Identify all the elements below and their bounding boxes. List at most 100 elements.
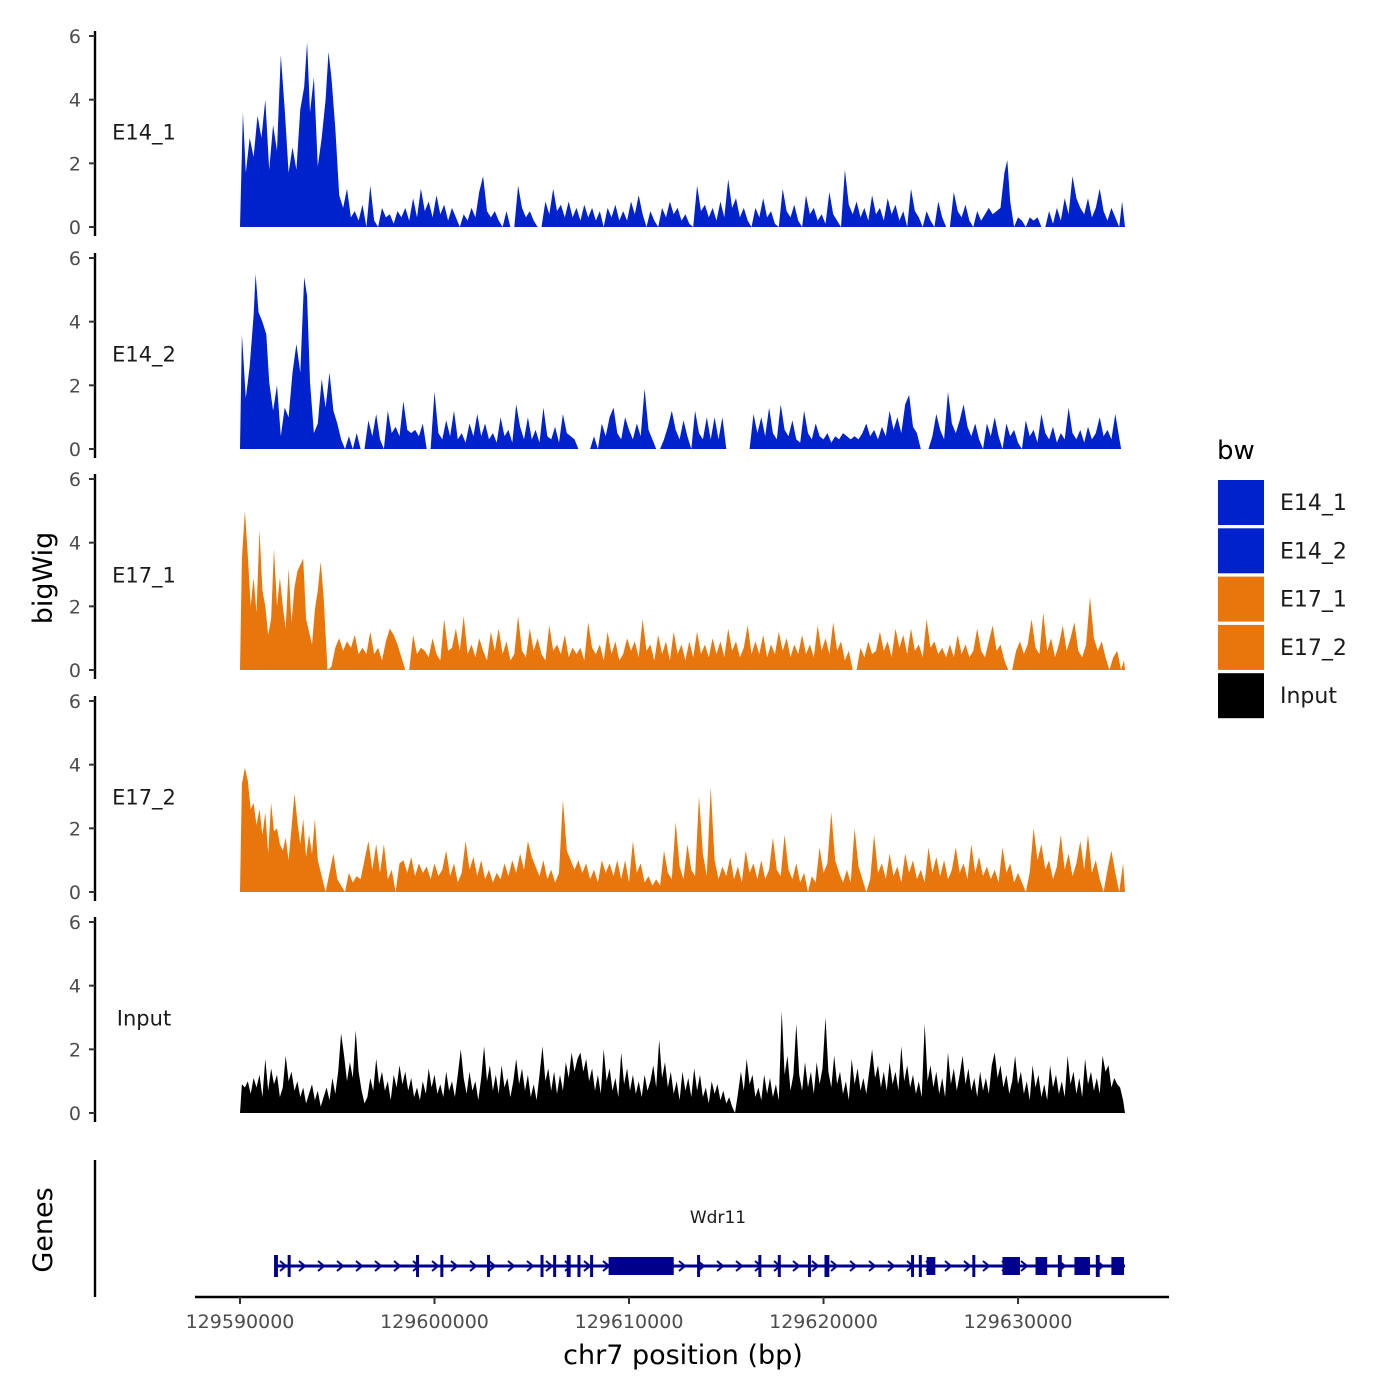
y-tick-label: 0 bbox=[69, 882, 81, 904]
strand-arrow bbox=[469, 1260, 478, 1272]
exon bbox=[274, 1255, 278, 1277]
exon bbox=[758, 1255, 762, 1277]
strand-arrow bbox=[792, 1260, 801, 1272]
exon bbox=[1095, 1255, 1100, 1277]
exon bbox=[553, 1255, 557, 1277]
strand-arrow bbox=[830, 1260, 839, 1272]
strand-arrow bbox=[298, 1260, 307, 1272]
strand-arrow bbox=[507, 1260, 516, 1272]
legend-label: Input bbox=[1280, 684, 1337, 709]
strand-arrow bbox=[526, 1260, 535, 1272]
x-axis-title: chr7 position (bp) bbox=[563, 1340, 803, 1371]
legend-label: E17_2 bbox=[1280, 636, 1347, 661]
y-tick-label: 6 bbox=[69, 912, 81, 934]
strand-arrow bbox=[336, 1260, 345, 1272]
exon bbox=[1074, 1257, 1090, 1275]
y-tick-label: 6 bbox=[69, 691, 81, 713]
y-tick-label: 2 bbox=[69, 153, 81, 175]
exon bbox=[972, 1255, 976, 1277]
exon bbox=[807, 1255, 811, 1277]
legend-label: E17_1 bbox=[1280, 588, 1347, 613]
area-E17_2 bbox=[240, 767, 1125, 892]
strand-arrow bbox=[545, 1260, 554, 1272]
exon bbox=[287, 1255, 291, 1277]
y-tick-label: 2 bbox=[69, 596, 81, 618]
exon bbox=[926, 1257, 936, 1275]
exon bbox=[1002, 1257, 1020, 1275]
legend: bw E14_1 E14_2 E17_1 E17_2 Input bbox=[1217, 436, 1347, 719]
y-tick-label: 6 bbox=[69, 469, 81, 491]
y-tick-label: 0 bbox=[69, 217, 81, 239]
y-tick-label: 2 bbox=[69, 1039, 81, 1061]
exon bbox=[487, 1255, 491, 1277]
legend-swatch bbox=[1218, 624, 1264, 670]
strand-arrow bbox=[716, 1260, 725, 1272]
strand-arrow bbox=[868, 1260, 877, 1272]
track-label: E17_1 bbox=[112, 564, 176, 589]
legend-swatch bbox=[1218, 576, 1264, 622]
y-tick-label: 0 bbox=[69, 1103, 81, 1125]
area-E14_2 bbox=[240, 273, 1122, 449]
exon bbox=[824, 1255, 830, 1277]
strand-arrow bbox=[982, 1260, 991, 1272]
exon bbox=[590, 1255, 594, 1277]
strand-arrow bbox=[431, 1260, 440, 1272]
track-E17_2: 0 2 4 6 E17_2 bbox=[69, 691, 1125, 904]
exon bbox=[918, 1255, 922, 1277]
x-tick-label: 129610000 bbox=[575, 1311, 684, 1333]
y-tick-label: 0 bbox=[69, 439, 81, 461]
legend-swatch bbox=[1218, 673, 1264, 719]
gene-track-title: Genes bbox=[28, 1187, 59, 1272]
area-E17_1 bbox=[240, 510, 1125, 670]
strand-arrow bbox=[393, 1260, 402, 1272]
exon bbox=[440, 1255, 444, 1277]
area-Input bbox=[240, 1011, 1125, 1113]
strand-arrow bbox=[355, 1260, 364, 1272]
gene-label: Wdr11 bbox=[690, 1208, 746, 1228]
exon bbox=[577, 1255, 581, 1277]
strand-arrow bbox=[735, 1260, 744, 1272]
exon bbox=[911, 1255, 915, 1277]
track-label: Input bbox=[117, 1007, 171, 1031]
y-tick-label: 6 bbox=[69, 248, 81, 270]
y-tick-label: 2 bbox=[69, 818, 81, 840]
strand-arrow bbox=[944, 1260, 953, 1272]
legend-label: E14_2 bbox=[1280, 539, 1347, 564]
y-tick-label: 4 bbox=[69, 533, 81, 555]
strand-arrow bbox=[887, 1260, 896, 1272]
strand-arrow bbox=[583, 1260, 592, 1272]
x-tick-label: 129630000 bbox=[964, 1311, 1073, 1333]
y-tick-label: 4 bbox=[69, 755, 81, 777]
strand-arrow bbox=[450, 1260, 459, 1272]
exon bbox=[697, 1255, 701, 1277]
track-label: E14_2 bbox=[112, 343, 176, 368]
strand-arrow bbox=[849, 1260, 858, 1272]
track-label: E17_2 bbox=[112, 786, 176, 811]
track-E14_1: 0 2 4 6 E14_1 bbox=[69, 26, 1125, 239]
strand-arrow bbox=[279, 1260, 288, 1272]
y-axis-title: bigWig bbox=[28, 532, 59, 625]
legend-label: E14_1 bbox=[1280, 491, 1347, 516]
exon bbox=[1035, 1257, 1048, 1275]
strand-arrow bbox=[374, 1260, 383, 1272]
track-Input: 0 2 4 6 Input bbox=[69, 912, 1125, 1125]
y-tick-label: 6 bbox=[69, 26, 81, 48]
legend-swatch bbox=[1218, 528, 1264, 574]
strand-arrow bbox=[1020, 1260, 1029, 1272]
legend-swatch bbox=[1218, 480, 1264, 525]
y-tick-label: 4 bbox=[69, 90, 81, 112]
x-axis: 129590000 129600000 129610000 129620000 1296… bbox=[186, 1295, 1169, 1333]
y-tick-label: 4 bbox=[69, 976, 81, 998]
y-tick-label: 2 bbox=[69, 375, 81, 397]
exon bbox=[1057, 1255, 1062, 1277]
track-label: E14_1 bbox=[112, 121, 176, 146]
strand-arrow bbox=[678, 1260, 687, 1272]
strand-arrow bbox=[811, 1260, 820, 1272]
exon bbox=[540, 1255, 544, 1277]
legend-title: bw bbox=[1217, 436, 1255, 466]
x-tick-label: 129620000 bbox=[769, 1311, 878, 1333]
exon bbox=[566, 1255, 571, 1277]
track-E14_2: 0 2 4 6 E14_2 bbox=[69, 248, 1122, 461]
exon bbox=[777, 1255, 781, 1277]
